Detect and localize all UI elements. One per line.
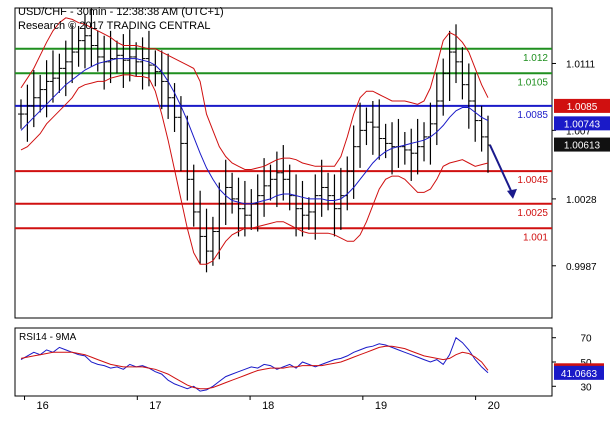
rsi-plot-frame [14,327,553,397]
price-value-tag-label: 1.00743 [564,119,601,130]
chart-copyright: Research © 2017 TRADING CENTRAL [18,20,211,32]
bollinger-upper [20,17,489,170]
price-value-tag-label: 1.0085 [567,102,598,113]
rsi-value-tag [554,365,604,380]
price-y-tick-label: 1.007 [566,126,591,137]
price-panel: 1.012 1.0105 1.0085 1.0045 1.0025 1.001 [14,7,553,319]
level-label: 1.0085 [517,110,548,121]
level-label: 1.001 [523,232,548,243]
level-label: 1.012 [523,53,548,64]
price-value-tag [554,137,610,152]
rsi-series-line [20,336,489,392]
rsi-title: RSI14 - 9MA [19,332,77,343]
rsi-y-tick-label: 70 [580,334,592,345]
rsi-value-tag-label: 41.0663 [561,369,598,380]
x-tick-label: 17 [149,400,161,412]
axes: 1.0111 1.007 1.0028 0.9987 1.0085 1.00743 1.00… [24,59,610,412]
level-label: 1.0025 [517,208,548,219]
x-tick-label: 18 [262,400,274,412]
level-label: 1.0105 [517,77,548,88]
moving-average [20,58,489,205]
x-tick-label: 16 [37,400,49,412]
rsi-series-line [20,345,489,390]
x-tick-label: 19 [375,400,387,412]
rsi-y-tick-label: 30 [580,382,592,393]
bollinger-lower [20,74,489,265]
rsi-panel: RSI14 - 9MA [14,327,553,397]
level-label: 1.0045 [517,175,548,186]
chart-title: USD/CHF - 30min - 12:38:38 AM (UTC+1) [18,6,224,18]
x-tick-label: 20 [488,400,500,412]
projection-arrow-head [507,188,517,199]
projection-arrow [489,144,513,194]
price-value-tag [554,116,610,131]
price-value-tag-label: 1.00613 [564,141,601,152]
price-y-tick-label: 1.0028 [566,195,597,206]
price-y-tick-label: 1.0111 [566,59,596,70]
price-y-tick-label: 0.9987 [566,262,597,273]
price-value-tag [554,98,610,113]
